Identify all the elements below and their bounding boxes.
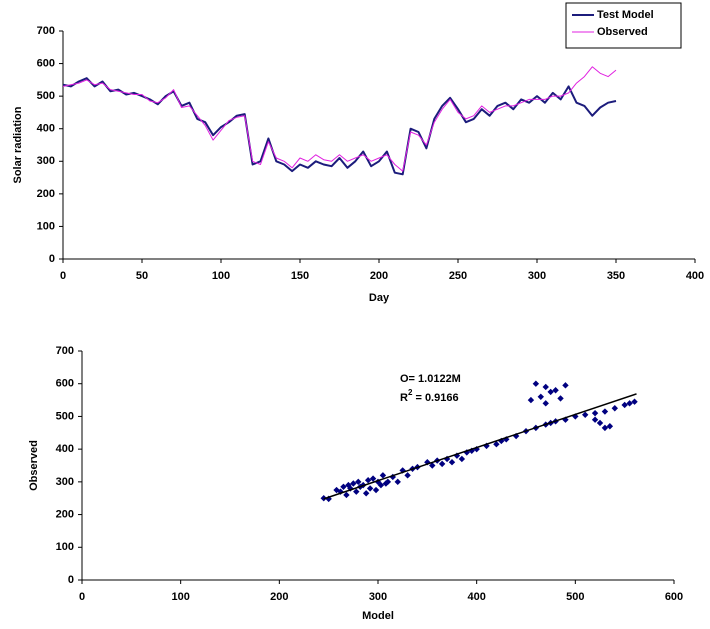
y-tick-label: 700: [37, 25, 55, 37]
x-tick-label: 300: [528, 270, 546, 282]
scatter-point: [562, 382, 569, 389]
scatter-point: [626, 400, 633, 407]
y-tick-label: 600: [37, 57, 55, 69]
scatter-point: [611, 405, 618, 412]
data-line: [62, 77, 617, 176]
x-tick-label: 250: [449, 270, 467, 282]
scatter-point: [362, 490, 370, 497]
scatter-point: [547, 388, 554, 396]
scatter-point: [448, 459, 456, 466]
x-tick-label: 200: [370, 270, 388, 282]
r-squared-exponent: 2: [408, 388, 413, 397]
scatter-point: [366, 485, 374, 492]
legend-box: [565, 2, 682, 49]
r-squared: R2 = 0.9166: [400, 388, 459, 404]
y-tick-label: 400: [56, 443, 74, 455]
scatter-point: [552, 387, 559, 394]
scatter-point: [340, 483, 347, 490]
scatter-point: [542, 383, 549, 391]
scatter-point: [429, 462, 436, 469]
y-axis-label: Observed: [28, 440, 40, 491]
scatter-point: [458, 455, 466, 463]
x-tick-label: 0: [79, 591, 85, 603]
y-tick-label: 500: [56, 410, 74, 422]
scatter-point: [384, 478, 392, 486]
scatter-point: [591, 409, 599, 417]
x-axis-label: Model: [362, 610, 394, 622]
x-tick-label: 0: [60, 270, 66, 282]
y-tick-label: 0: [49, 253, 55, 265]
y-tick-label: 0: [68, 574, 74, 586]
x-tick-label: 150: [291, 270, 309, 282]
scatter-point: [350, 480, 357, 487]
x-tick-label: 100: [171, 591, 189, 603]
scatter-point: [394, 478, 401, 486]
x-tick-label: 200: [270, 591, 288, 603]
scatter-point: [353, 488, 360, 495]
y-tick-label: 400: [37, 123, 55, 135]
y-tick-label: 200: [37, 188, 55, 200]
x-tick-label: 600: [665, 591, 683, 603]
scatter-point: [591, 416, 599, 423]
scatter-point: [537, 393, 544, 400]
x-tick-label: 100: [212, 270, 230, 282]
scatter-point: [542, 400, 549, 407]
y-tick-label: 100: [37, 220, 55, 232]
scatter-point: [601, 424, 609, 432]
data-line: [62, 66, 617, 172]
y-tick-label: 600: [56, 378, 74, 390]
y-tick-label: 300: [56, 476, 74, 488]
scatter-point: [438, 460, 446, 468]
y-tick-label: 300: [37, 155, 55, 167]
scatter-point: [377, 481, 385, 489]
scatter-point: [343, 491, 350, 499]
scatter-point: [527, 396, 535, 404]
scatter-point: [601, 408, 609, 415]
scatter-point: [532, 380, 540, 387]
trend-line: [323, 393, 637, 500]
scatter-point: [404, 472, 411, 479]
scatter-point: [364, 477, 372, 484]
scatter-point: [557, 395, 564, 402]
x-axis-label: Day: [369, 292, 390, 304]
x-tick-label: 300: [369, 591, 387, 603]
x-tick-label: 350: [607, 270, 625, 282]
r-squared-value: = 0.9166: [412, 392, 458, 404]
legend-label: Test Model: [597, 9, 654, 21]
scatter-point: [631, 398, 638, 405]
scatter-point: [355, 478, 362, 486]
scatter-point: [372, 486, 380, 494]
scatter-point: [493, 441, 500, 448]
scatter-point: [606, 423, 614, 430]
x-tick-label: 400: [686, 270, 704, 282]
scatter-point: [596, 419, 604, 427]
x-tick-label: 400: [467, 591, 485, 603]
r-squared-symbol: R: [400, 392, 408, 404]
y-tick-label: 700: [56, 345, 74, 357]
legend-label: Observed: [597, 26, 648, 38]
scatter-point: [621, 401, 628, 409]
y-tick-label: 200: [56, 508, 74, 520]
scatter-point: [369, 475, 377, 482]
y-tick-label: 100: [56, 541, 74, 553]
y-tick-label: 500: [37, 90, 55, 102]
scatter-point: [582, 411, 589, 418]
y-axis-label: Solar radiation: [12, 106, 24, 183]
scatter-point: [379, 472, 387, 479]
equation: O= 1.0122M: [400, 373, 461, 385]
x-tick-label: 500: [566, 591, 584, 603]
x-tick-label: 50: [136, 270, 148, 282]
